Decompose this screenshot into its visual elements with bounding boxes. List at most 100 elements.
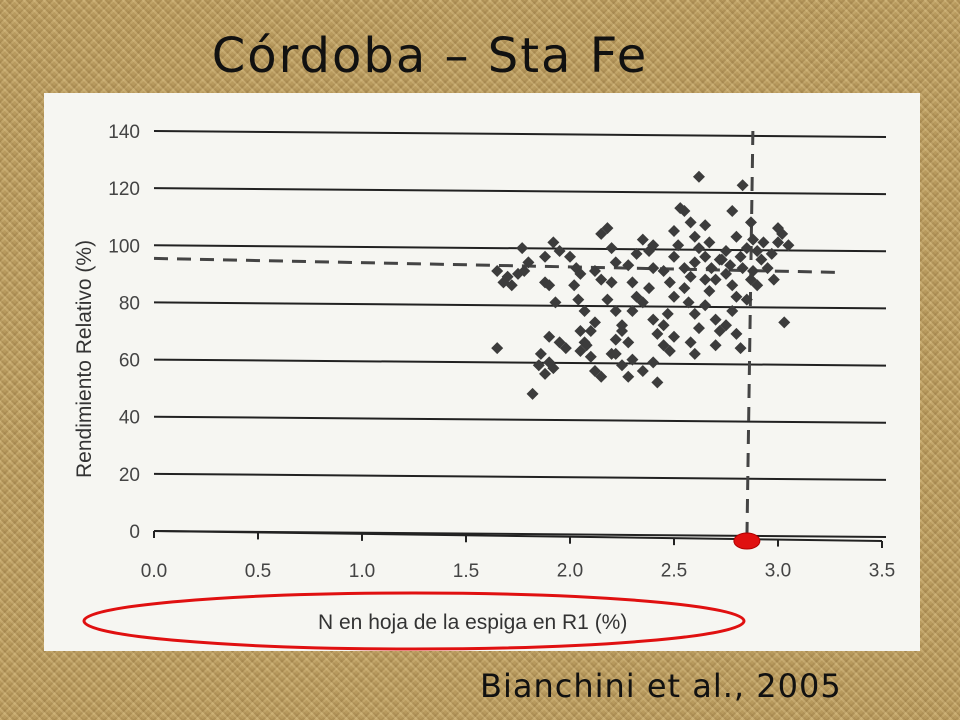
y-tick-label: 20 bbox=[119, 465, 140, 486]
data-point bbox=[757, 236, 770, 249]
x-tick-label: 1.0 bbox=[349, 561, 375, 582]
data-point bbox=[782, 239, 795, 252]
data-point bbox=[740, 293, 753, 306]
data-point bbox=[684, 336, 697, 349]
data-point bbox=[534, 347, 547, 360]
data-point bbox=[772, 222, 784, 235]
data-point bbox=[547, 362, 560, 375]
data-point bbox=[668, 225, 680, 237]
data-point bbox=[501, 270, 514, 283]
data-point bbox=[740, 242, 753, 255]
data-point bbox=[522, 256, 535, 269]
data-point bbox=[709, 273, 722, 286]
y-tick-label: 120 bbox=[108, 179, 140, 200]
data-point bbox=[709, 339, 722, 352]
data-point bbox=[491, 265, 504, 277]
gridline-y-120 bbox=[153, 187, 887, 196]
data-point bbox=[553, 336, 566, 349]
data-point bbox=[713, 253, 726, 266]
data-point bbox=[651, 327, 664, 340]
x-axis bbox=[153, 530, 883, 548]
data-point bbox=[736, 262, 749, 275]
data-point bbox=[622, 336, 635, 349]
data-point bbox=[578, 305, 591, 317]
data-point bbox=[736, 179, 749, 192]
data-point bbox=[626, 353, 639, 366]
data-point bbox=[678, 282, 691, 295]
data-point bbox=[532, 359, 545, 372]
data-point bbox=[668, 250, 680, 263]
data-point bbox=[630, 247, 643, 260]
data-point bbox=[616, 325, 628, 337]
data-point bbox=[584, 350, 597, 363]
data-point bbox=[668, 290, 680, 303]
data-point bbox=[622, 259, 635, 272]
data-point bbox=[595, 370, 608, 383]
data-point bbox=[767, 273, 780, 286]
data-point bbox=[720, 267, 732, 280]
data-point bbox=[574, 325, 587, 337]
y-tick-labels: 0 20 40 60 80 100 120 140 bbox=[108, 122, 140, 543]
data-point bbox=[668, 330, 680, 343]
data-point bbox=[726, 205, 739, 217]
data-point bbox=[643, 282, 656, 295]
data-point bbox=[684, 216, 697, 229]
y-tick-label: 140 bbox=[108, 122, 140, 143]
data-point bbox=[647, 356, 660, 369]
data-point bbox=[636, 365, 649, 377]
data-point bbox=[720, 319, 732, 332]
data-point bbox=[778, 316, 791, 329]
y-tick-label: 60 bbox=[119, 351, 140, 372]
gridline-y-140 bbox=[153, 130, 887, 138]
data-point bbox=[709, 313, 722, 326]
y-axis-title: Rendimiento Relativo (%) bbox=[73, 240, 96, 478]
x-axis-title: N en hoja de la espiga en R1 (%) bbox=[318, 611, 627, 634]
data-point bbox=[647, 239, 660, 252]
data-point bbox=[705, 262, 718, 275]
data-point bbox=[724, 259, 737, 272]
data-point bbox=[682, 296, 695, 309]
data-point bbox=[661, 307, 674, 320]
data-point bbox=[730, 327, 743, 340]
data-point bbox=[626, 276, 639, 289]
data-point bbox=[726, 305, 739, 317]
x-tick-label: 0.0 bbox=[141, 561, 167, 582]
slide-title: Córdoba – Sta Fe bbox=[211, 28, 649, 84]
data-point bbox=[734, 250, 747, 263]
gridline-y-60 bbox=[153, 358, 887, 367]
data-point bbox=[549, 296, 562, 309]
data-point bbox=[636, 296, 649, 309]
data-point bbox=[761, 262, 774, 275]
gridline-y-20 bbox=[153, 472, 887, 481]
data-point bbox=[616, 359, 628, 372]
data-point bbox=[678, 262, 691, 275]
data-point bbox=[622, 370, 635, 383]
grid-lines bbox=[153, 130, 887, 538]
data-point bbox=[630, 290, 643, 303]
y-tick-label: 100 bbox=[108, 236, 140, 257]
data-point bbox=[730, 230, 743, 243]
data-point bbox=[672, 239, 685, 252]
data-point bbox=[553, 245, 566, 257]
data-point bbox=[547, 236, 560, 249]
x-tick-labels: 0.0 0.5 1.0 1.5 2.0 2.5 3.0 3.5 bbox=[141, 561, 895, 583]
data-point bbox=[765, 247, 778, 260]
x-tick-label: 2.0 bbox=[557, 561, 583, 582]
data-point bbox=[692, 242, 705, 255]
data-point bbox=[574, 267, 587, 280]
chart-panel: 0 20 40 60 80 100 120 140 0.0 0.5 1.0 1.5 2.0 2.5 3.0… bbox=[44, 93, 920, 651]
x-tick-label: 1.5 bbox=[453, 561, 479, 582]
data-point bbox=[699, 273, 712, 286]
data-point bbox=[626, 305, 639, 317]
source-credit: Bianchini et al., 2005 bbox=[480, 667, 842, 705]
data-point bbox=[703, 236, 716, 249]
data-point bbox=[609, 256, 622, 269]
data-point bbox=[539, 276, 552, 289]
scatter-chart: 0 20 40 60 80 100 120 140 0.0 0.5 1.0 1.5 2.0 2.5 3.0… bbox=[73, 122, 895, 651]
data-point bbox=[595, 273, 608, 286]
data-point bbox=[692, 322, 705, 335]
data-point bbox=[734, 342, 747, 355]
data-point bbox=[744, 216, 757, 229]
data-point bbox=[518, 265, 531, 277]
data-point bbox=[647, 313, 660, 326]
